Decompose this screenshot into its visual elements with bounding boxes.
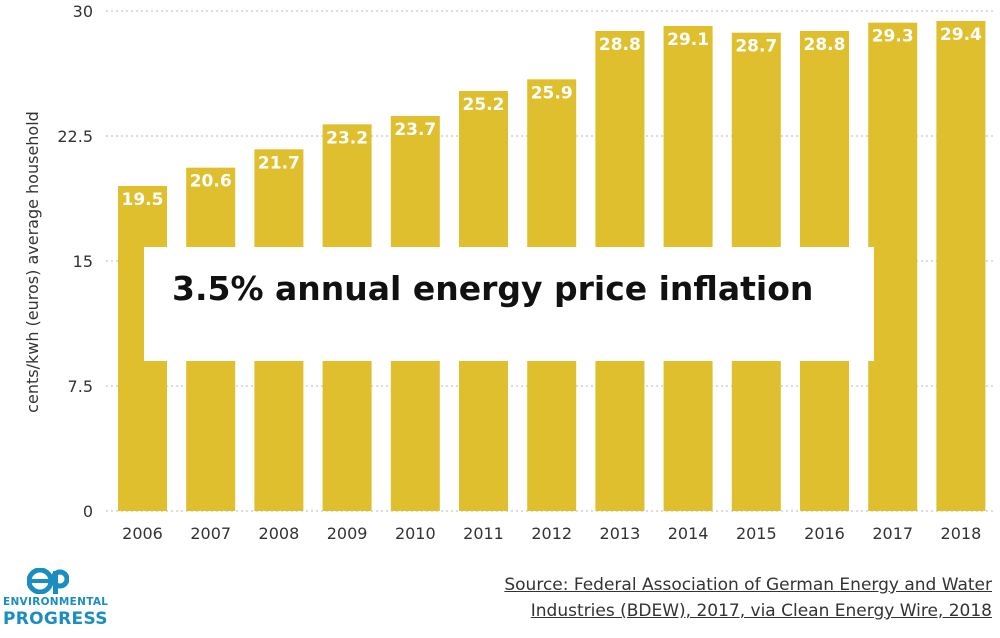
x-tick-label: 2013 bbox=[600, 524, 641, 543]
x-tick-label: 2015 bbox=[736, 524, 777, 543]
x-tick-label: 2010 bbox=[395, 524, 436, 543]
y-tick-label: 15 bbox=[73, 252, 93, 271]
x-tick-label: 2012 bbox=[531, 524, 572, 543]
x-tick-label: 2011 bbox=[463, 524, 504, 543]
source-citation[interactable]: Source: Federal Association of German En… bbox=[504, 572, 992, 624]
y-tick-label: 30 bbox=[73, 2, 93, 21]
y-tick-label: 0 bbox=[83, 502, 93, 521]
x-tick-label: 2016 bbox=[804, 524, 845, 543]
x-axis: 2006 2007 2008 2009 2010 2011 2012 2013 2014 2015… bbox=[122, 524, 981, 543]
y-tick-label: 22.5 bbox=[57, 127, 93, 146]
annotation-box: 3.5% annual energy price inflation bbox=[144, 247, 874, 361]
ep-logo-icon bbox=[27, 568, 69, 594]
data-label-2012: 25.9 bbox=[531, 83, 573, 103]
y-axis-label: cents/kwh (euros) average household bbox=[23, 111, 42, 413]
x-tick-label: 2007 bbox=[190, 524, 231, 543]
bar-2018 bbox=[936, 21, 986, 511]
data-label-2015: 28.7 bbox=[735, 37, 777, 57]
data-label-2013: 28.8 bbox=[599, 35, 641, 55]
data-label-2017: 29.3 bbox=[872, 27, 914, 47]
data-label-2006: 19.5 bbox=[122, 190, 164, 210]
data-label-2018: 29.4 bbox=[940, 25, 982, 45]
data-label-2011: 25.2 bbox=[463, 95, 505, 115]
source-line-1: Source: Federal Association of German En… bbox=[504, 575, 992, 595]
logo-text-line1: ENVIRONMENTAL bbox=[3, 596, 109, 608]
annotation-text: 3.5% annual energy price inflation bbox=[172, 269, 814, 308]
x-tick-label: 2006 bbox=[122, 524, 163, 543]
x-tick-label: 2017 bbox=[872, 524, 913, 543]
data-label-2014: 29.1 bbox=[667, 30, 709, 50]
y-tick-label: 7.5 bbox=[68, 377, 93, 396]
data-label-2010: 23.7 bbox=[394, 120, 436, 140]
x-tick-label: 2008 bbox=[259, 524, 300, 543]
logo-text-line2: PROGRESS bbox=[3, 609, 108, 629]
data-label-2007: 20.6 bbox=[190, 172, 232, 192]
x-tick-label: 2018 bbox=[941, 524, 982, 543]
environmental-progress-logo: ENVIRONMENTAL PROGRESS bbox=[3, 568, 108, 634]
x-tick-label: 2014 bbox=[668, 524, 709, 543]
data-label-2016: 28.8 bbox=[804, 35, 846, 55]
data-label-2009: 23.2 bbox=[326, 128, 368, 148]
x-tick-label: 2009 bbox=[327, 524, 368, 543]
bar-2017 bbox=[868, 22, 918, 512]
y-axis: 0 7.5 15 22.5 30 bbox=[57, 2, 93, 521]
source-line-2: Industries (BDEW), 2017, via Clean Energ… bbox=[530, 601, 992, 621]
data-label-2008: 21.7 bbox=[258, 153, 300, 173]
